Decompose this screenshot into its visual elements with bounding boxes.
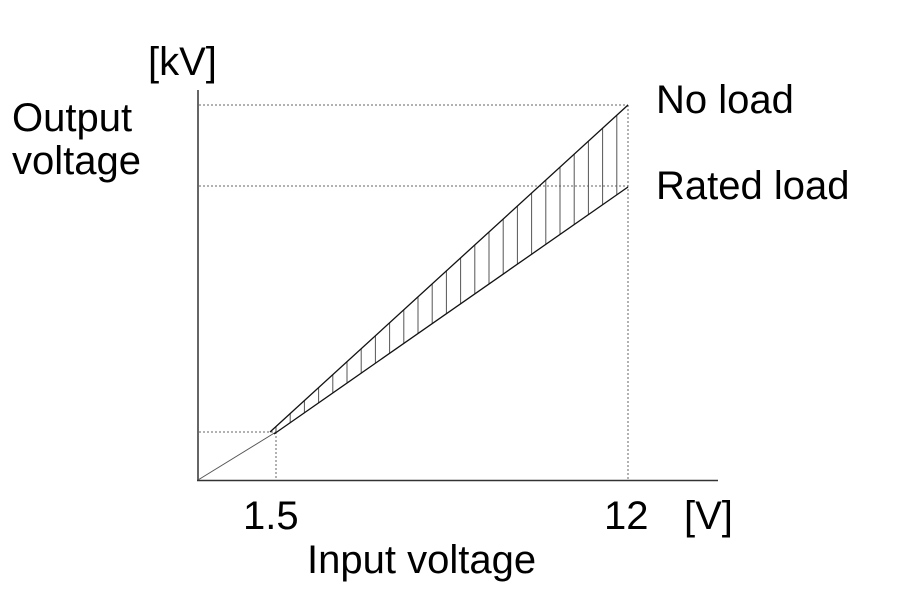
origin-line bbox=[197, 431, 277, 481]
legend-no-load: No load bbox=[656, 78, 794, 122]
x-tick-12: 12 bbox=[604, 494, 649, 538]
series-no-load-line bbox=[269, 104, 629, 433]
legend-rated-load: Rated load bbox=[656, 164, 850, 208]
x-unit-label: [V] bbox=[684, 494, 733, 538]
x-axis-label: Input voltage bbox=[307, 538, 537, 582]
y-unit-label: [kV] bbox=[148, 40, 217, 84]
series-rated-load-line bbox=[273, 186, 629, 435]
x-tick-1-5: 1.5 bbox=[243, 494, 299, 538]
y-axis-label-line1: Output bbox=[12, 96, 133, 140]
y-axis-label-line2: voltage bbox=[12, 139, 141, 183]
